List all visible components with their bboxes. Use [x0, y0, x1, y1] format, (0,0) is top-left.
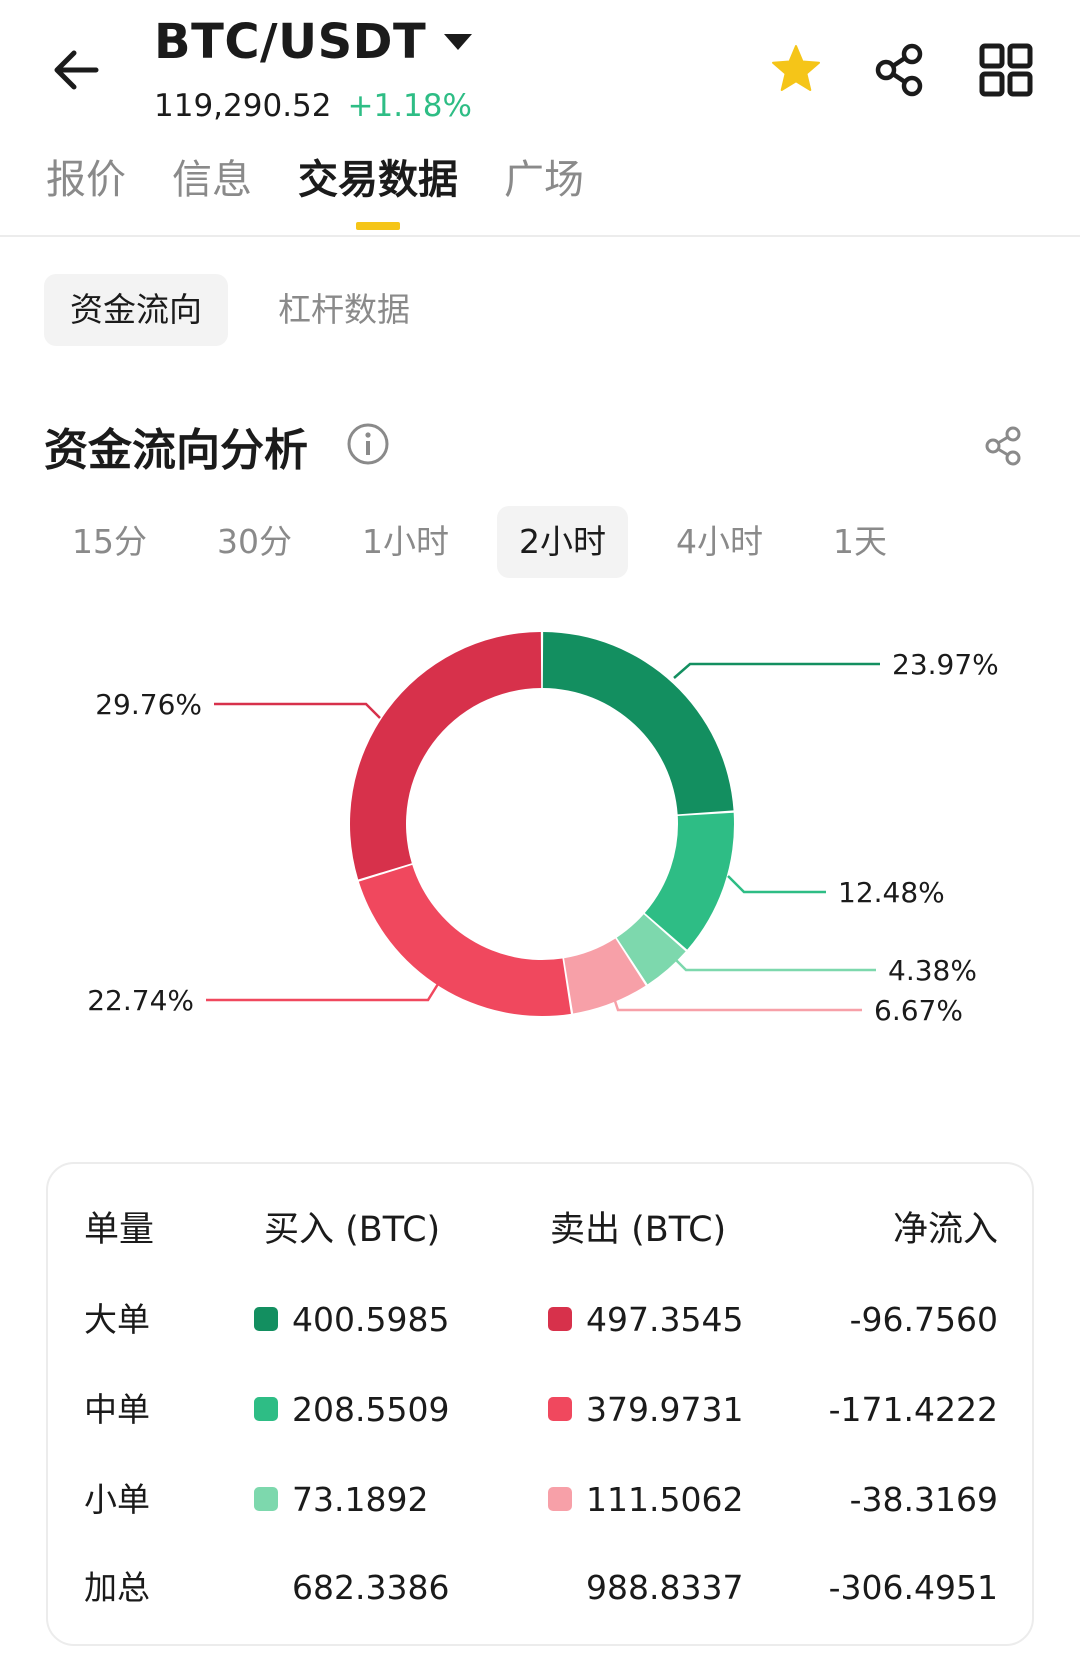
net-value: -171.4222: [828, 1390, 998, 1429]
slice-leader-line: [206, 983, 440, 1002]
net-value: -38.3169: [849, 1480, 998, 1519]
row-label: 小单: [84, 1480, 150, 1519]
fund-flow-table: 单量 买入 (BTC) 卖出 (BTC) 净流入 大单 400.5985 497…: [46, 1162, 1034, 1646]
info-icon[interactable]: [346, 422, 390, 466]
sell-value: 497.3545: [586, 1300, 744, 1339]
buy-color-swatch: [254, 1306, 278, 1331]
donut-slice: [616, 914, 686, 985]
row-label: 大单: [84, 1300, 150, 1339]
filter-2h[interactable]: 2小时: [497, 506, 628, 578]
slice-leader-line: [667, 951, 876, 972]
slice-label: 4.38%: [888, 954, 977, 987]
donut-slice: [644, 812, 734, 950]
subtab-fund-flow[interactable]: 资金流向: [44, 274, 228, 346]
tabs-divider: [0, 235, 1080, 237]
tab-square[interactable]: 广场: [504, 157, 584, 203]
sell-color-swatch: [548, 1306, 572, 1331]
filter-1h[interactable]: 1小时: [362, 522, 449, 561]
share-icon[interactable]: [870, 40, 930, 100]
slice-leader-line: [610, 991, 862, 1012]
sub-tabs: 资金流向 杠杆数据: [44, 274, 436, 346]
buy-value: 73.1892: [292, 1480, 429, 1519]
favorite-star-icon[interactable]: [766, 40, 826, 100]
slice-leader-line: [727, 875, 826, 894]
table-row: 中单 208.5509 379.9731 -171.4222: [48, 1380, 1032, 1440]
buy-value: 400.5985: [292, 1300, 450, 1339]
total-label: 加总: [84, 1568, 150, 1607]
back-button[interactable]: [44, 38, 108, 102]
total-sell-value: 988.8337: [586, 1568, 744, 1607]
header-sell: 卖出 (BTC): [550, 1210, 727, 1250]
table-row: 小单 73.1892 111.5062 -38.3169: [48, 1470, 1032, 1530]
sell-cell: 379.9731: [548, 1380, 743, 1440]
buy-value: 208.5509: [292, 1390, 450, 1429]
price-row: 119,290.52 +1.18%: [154, 88, 472, 124]
filter-4h[interactable]: 4小时: [676, 522, 763, 561]
tab-trading-data[interactable]: 交易数据: [298, 150, 458, 230]
sell-cell: 111.5062: [548, 1470, 743, 1530]
buy-color-swatch: [254, 1396, 278, 1421]
total-net-value: -306.4951: [828, 1568, 998, 1607]
tab-quote[interactable]: 报价: [46, 157, 126, 203]
grid-menu-icon[interactable]: [976, 40, 1036, 100]
donut-slice: [358, 864, 571, 1016]
table-total-row: 加总 682.3386 988.8337 -306.4951: [48, 1558, 1032, 1618]
slice-label: 22.74%: [87, 984, 194, 1017]
slice-label: 23.97%: [892, 648, 999, 681]
header-buy: 买入 (BTC): [264, 1210, 441, 1250]
arrow-left-icon: [54, 50, 99, 90]
buy-cell: 400.5985: [254, 1290, 449, 1350]
sell-cell: 497.3545: [548, 1290, 743, 1350]
buy-cell: 208.5509: [254, 1380, 449, 1440]
sell-value: 379.9731: [586, 1390, 744, 1429]
main-tabs: 报价 信息 交易数据 广场: [46, 150, 630, 230]
slice-label: 12.48%: [838, 876, 945, 909]
net-value: -96.7560: [849, 1300, 998, 1339]
slice-label: 6.67%: [874, 994, 963, 1027]
fund-flow-donut-chart: 23.97% 12.48% 4.38% 6.67% 22.74% 29.76%: [87, 632, 999, 1027]
section-title: 资金流向分析: [44, 425, 308, 476]
donut-slice: [350, 632, 542, 880]
table-row: 大单 400.5985 497.3545 -96.7560: [48, 1290, 1032, 1350]
sell-color-swatch: [548, 1486, 572, 1511]
slice-leader-line: [673, 662, 880, 679]
sell-value: 111.5062: [586, 1480, 744, 1519]
tab-info[interactable]: 信息: [172, 157, 252, 203]
filter-15m[interactable]: 15分: [72, 522, 147, 561]
table-header: 单量 买入 (BTC) 卖出 (BTC) 净流入: [48, 1200, 1032, 1260]
slice-label: 29.76%: [95, 688, 202, 721]
sell-color-swatch: [548, 1396, 572, 1421]
header-net-inflow: 净流入: [892, 1210, 998, 1250]
section-share-icon[interactable]: [982, 424, 1026, 468]
donut-slice: [564, 938, 646, 1014]
price-change: +1.18%: [347, 88, 472, 124]
donut-slice: [542, 632, 734, 815]
caret-down-icon: [444, 34, 473, 50]
filter-1d[interactable]: 1天: [833, 522, 887, 561]
buy-cell: 73.1892: [254, 1470, 428, 1530]
pair-selector[interactable]: BTC/USDT: [154, 14, 473, 70]
total-buy-value: 682.3386: [292, 1568, 450, 1607]
last-price: 119,290.52: [154, 88, 332, 124]
time-filters: 15分 30分 1小时 2小时 4小时 1天: [50, 506, 909, 578]
buy-color-swatch: [254, 1486, 278, 1511]
header-order-size: 单量: [84, 1210, 155, 1250]
filter-30m[interactable]: 30分: [217, 522, 292, 561]
slice-leader-line: [214, 702, 381, 719]
subtab-leverage-data[interactable]: 杠杆数据: [278, 290, 410, 329]
pair-title: BTC/USDT: [154, 14, 427, 70]
row-label: 中单: [84, 1390, 150, 1429]
